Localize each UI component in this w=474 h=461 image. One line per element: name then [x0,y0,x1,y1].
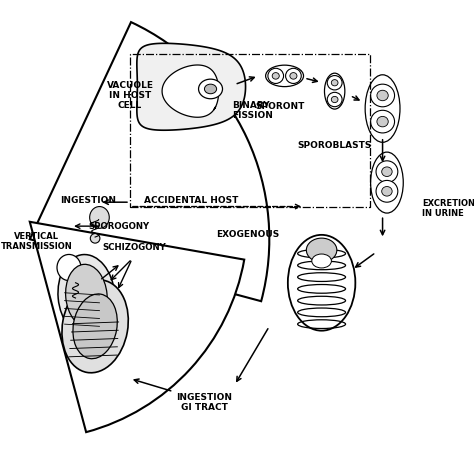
Ellipse shape [268,68,283,83]
Ellipse shape [371,84,394,107]
Ellipse shape [306,238,337,262]
Ellipse shape [58,254,115,337]
Polygon shape [137,43,246,130]
Ellipse shape [376,161,398,183]
Ellipse shape [327,76,342,90]
Text: INGESTION
GI TRACT: INGESTION GI TRACT [176,393,232,412]
Ellipse shape [371,152,403,213]
Text: SCHIZOGONY: SCHIZOGONY [102,243,166,253]
Text: VACUOLE
IN HOST
CELL: VACUOLE IN HOST CELL [107,81,154,110]
Ellipse shape [377,116,388,127]
Ellipse shape [265,65,303,87]
Ellipse shape [90,207,109,228]
Ellipse shape [371,110,394,133]
Ellipse shape [382,167,392,177]
Ellipse shape [312,254,331,268]
Text: SPOROGONY: SPOROGONY [89,222,150,230]
Ellipse shape [65,264,107,327]
Ellipse shape [331,96,338,103]
Ellipse shape [288,235,356,331]
Text: ACCIDENTAL HOST: ACCIDENTAL HOST [144,196,238,206]
Text: BINARY
FISSION: BINARY FISSION [232,101,273,120]
Polygon shape [162,65,219,117]
Ellipse shape [377,90,388,100]
Text: INGESTION: INGESTION [61,196,117,206]
Ellipse shape [327,92,342,106]
Ellipse shape [73,294,117,359]
Ellipse shape [204,84,217,94]
Ellipse shape [325,73,345,109]
Ellipse shape [57,254,81,281]
Ellipse shape [91,234,100,243]
Text: SPOROBLASTS: SPOROBLASTS [298,141,372,150]
Wedge shape [30,222,244,432]
Text: EXOGENOUS: EXOGENOUS [216,230,279,239]
Ellipse shape [285,68,301,83]
Wedge shape [30,22,269,301]
Text: VERTICAL
TRANSMISSION: VERTICAL TRANSMISSION [0,232,72,251]
Ellipse shape [272,72,279,79]
Ellipse shape [331,80,338,86]
Ellipse shape [376,180,398,202]
Ellipse shape [62,280,128,373]
Ellipse shape [290,72,297,79]
Ellipse shape [199,79,222,99]
Ellipse shape [365,75,400,142]
Ellipse shape [382,187,392,196]
Text: SPORONT: SPORONT [255,102,305,111]
Text: EXCRETION
IN URINE: EXCRETION IN URINE [422,199,474,219]
